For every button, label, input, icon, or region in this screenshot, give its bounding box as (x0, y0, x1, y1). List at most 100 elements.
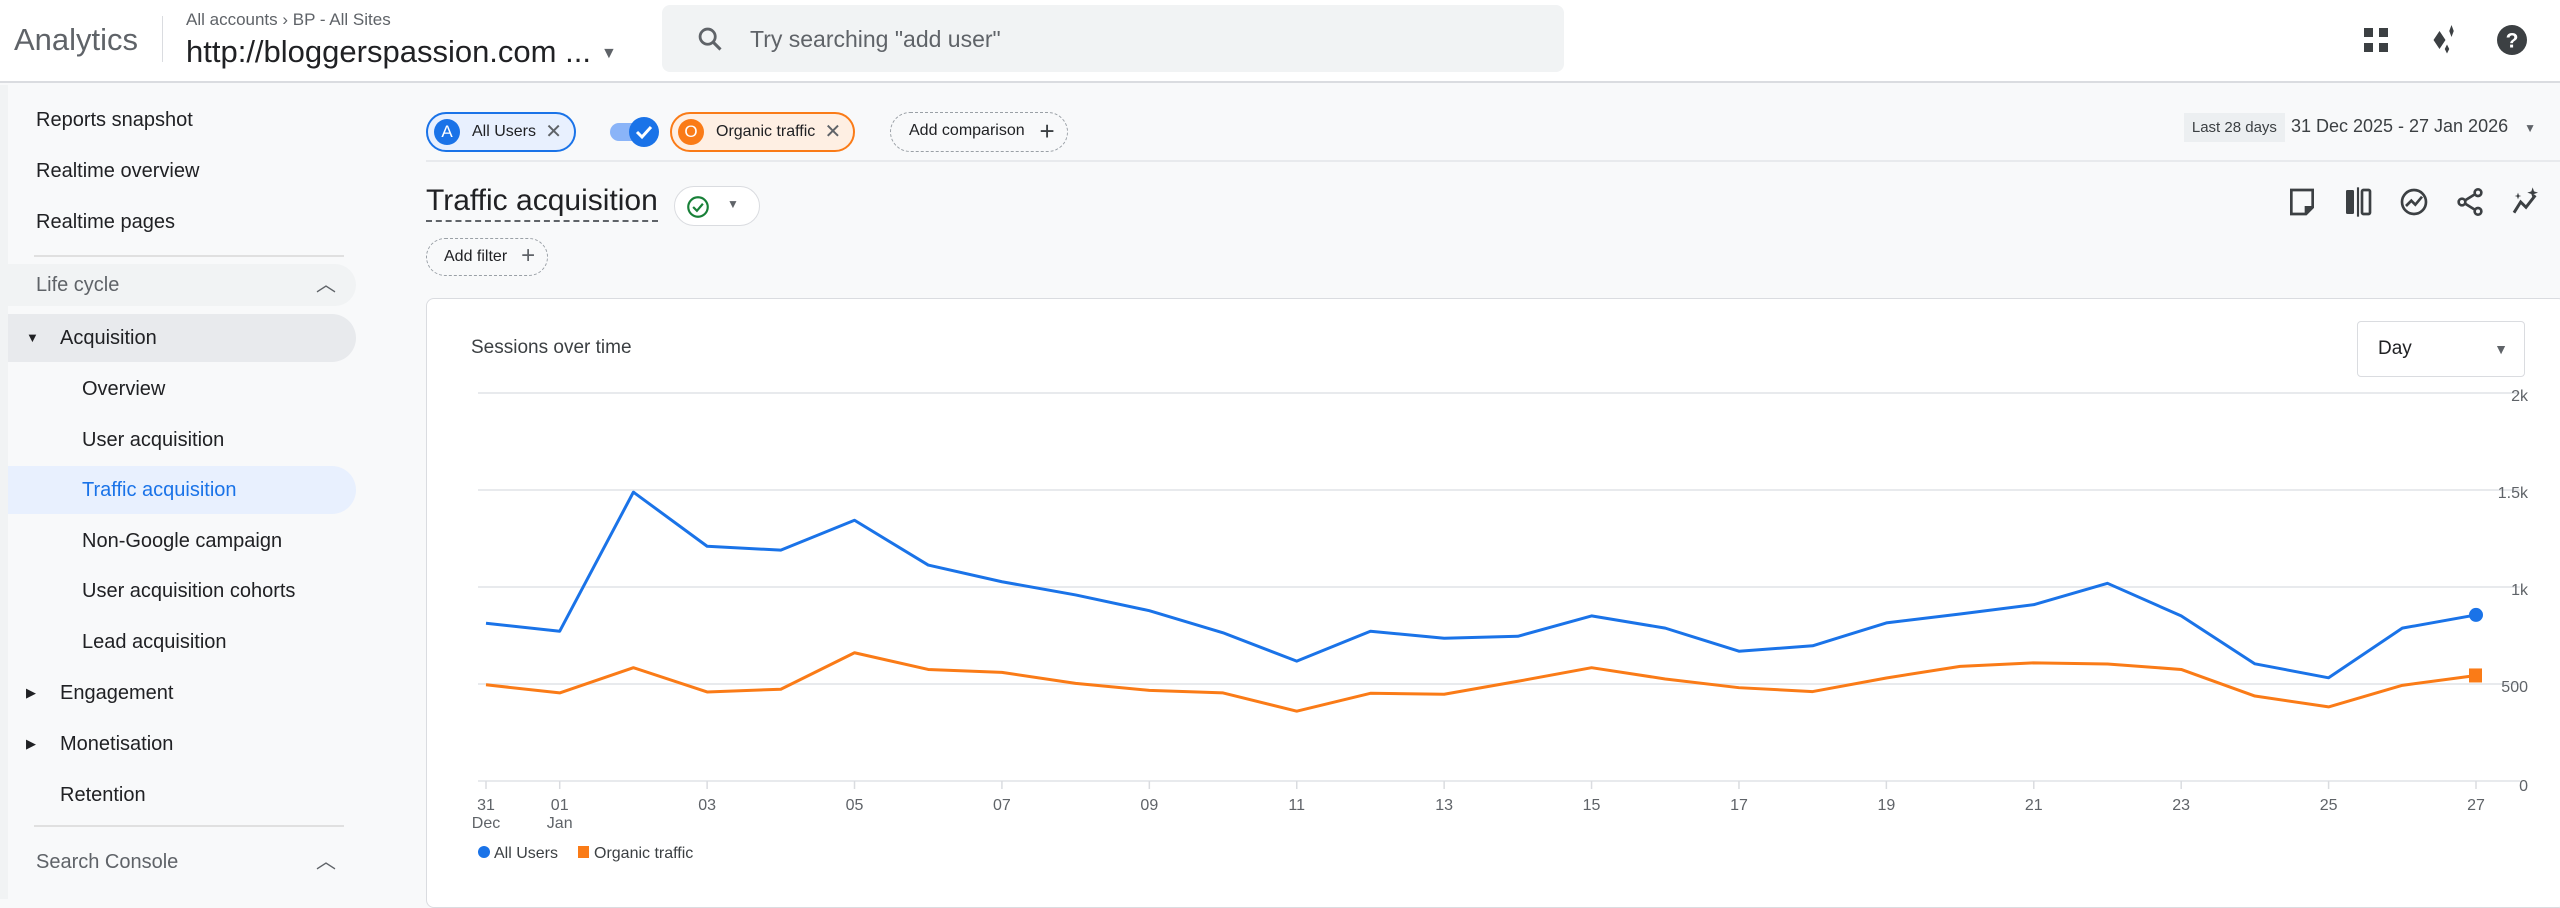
chip-label: All Users (472, 123, 537, 140)
x-tick-label: 15 (1583, 797, 1601, 814)
plus-icon: + (521, 242, 536, 269)
divider (34, 255, 344, 257)
comparison-chip-organic-traffic[interactable]: O Organic traffic ✕ (670, 112, 856, 152)
sidebar-item-reports-snapshot[interactable]: Reports snapshot (36, 109, 193, 131)
x-tick-label: 31 (477, 797, 495, 814)
report-status-button[interactable]: ▼ (674, 186, 760, 226)
property-name: http://bloggerspassion.com ... (186, 34, 591, 69)
chip-label: Organic traffic (716, 123, 816, 140)
sidebar-item-engagement[interactable]: ▶ Engagement (8, 669, 356, 717)
x-tick-label: 27 (2467, 797, 2485, 814)
section-search-console[interactable]: Search Console ︿ (8, 838, 356, 886)
help-icon[interactable]: ? (2494, 22, 2530, 58)
x-tick-sublabel: Dec (472, 815, 500, 832)
chevron-up-icon: ︿ (316, 851, 336, 873)
x-tick-label: 01 (551, 797, 569, 814)
segment-badge: O (678, 119, 704, 145)
x-tick-label: 19 (1877, 797, 1895, 814)
page-title[interactable]: Traffic acquisition (426, 184, 658, 222)
chevron-down-icon: ▼ (727, 197, 739, 211)
button-label: Add comparison (909, 122, 1025, 139)
legend-label: Organic traffic (594, 845, 693, 862)
date-preset: Last 28 days (2183, 113, 2285, 142)
section-label: Life cycle (36, 274, 120, 296)
chart-card: Sessions over time Day ▼ (426, 298, 2560, 908)
svg-text:?: ? (2506, 30, 2519, 53)
series-line-organic-traffic (485, 651, 2477, 713)
series-line-all-users (485, 490, 2477, 680)
caret-right-icon: ▶ (26, 685, 36, 700)
check-circle-icon (687, 196, 709, 218)
x-tick-sublabel: Jan (547, 815, 573, 832)
x-tick-label: 23 (2172, 797, 2190, 814)
button-label: Add filter (444, 248, 508, 265)
sidebar-item-realtime-overview[interactable]: Realtime overview (36, 160, 200, 182)
sidebar-item-monetisation[interactable]: ▶ Monetisation (8, 720, 356, 768)
comparison-chip-all-users[interactable]: A All Users ✕ (426, 112, 577, 152)
date-range-picker[interactable]: Last 28 days 31 Dec 2025 - 27 Jan 2026 ▼ (2183, 113, 2536, 142)
anomaly-icon[interactable] (2510, 186, 2542, 218)
sidebar-item-acquisition[interactable]: ▼ Acquisition (8, 314, 356, 362)
series-end-marker (2469, 668, 2482, 683)
add-filter-button[interactable]: Add filter + (426, 238, 549, 276)
app-name[interactable]: Analytics (14, 22, 139, 57)
note-icon[interactable] (2286, 186, 2318, 218)
sparkle-icon[interactable] (2426, 22, 2462, 58)
sidebar-item-realtime-pages[interactable]: Realtime pages (36, 211, 175, 233)
x-tick-label: 11 (1288, 797, 1305, 814)
legend-marker (578, 846, 589, 858)
share-icon[interactable] (2454, 186, 2486, 218)
caret-down-icon: ▼ (26, 330, 39, 345)
x-tick-label: 17 (1730, 797, 1748, 814)
sidebar-item-user-acquisition[interactable]: User acquisition (82, 429, 225, 451)
comparison-toggle[interactable] (608, 114, 660, 150)
chevron-up-icon: ︿ (316, 274, 336, 296)
sidebar-item-non-google-campaign[interactable]: Non-Google campaign (82, 530, 283, 552)
sidebar-item-retention[interactable]: Retention (60, 784, 146, 806)
segment-badge: A (434, 119, 460, 145)
y-tick-label: 2k (2511, 388, 2529, 405)
divider (34, 825, 344, 827)
chart-title: Sessions over time (471, 337, 632, 358)
apps-grid-icon[interactable] (2358, 22, 2394, 58)
item-label: Acquisition (60, 327, 157, 349)
property-selector[interactable]: http://bloggerspassion.com ... ▼ (186, 34, 617, 70)
section-label: Search Console (36, 851, 179, 873)
close-icon[interactable]: ✕ (545, 121, 563, 143)
x-tick-label: 13 (1435, 797, 1453, 814)
compare-columns-icon[interactable] (2342, 186, 2374, 218)
search-bar[interactable] (662, 5, 1564, 72)
legend-label: All Users (494, 845, 558, 862)
date-range: 31 Dec 2025 - 27 Jan 2026 (2290, 116, 2509, 136)
y-tick-label: 0 (2519, 778, 2528, 795)
sidebar-item-traffic-acquisition[interactable]: Traffic acquisition (8, 466, 356, 514)
chevron-down-icon: ▼ (600, 44, 617, 62)
close-icon[interactable]: ✕ (824, 121, 842, 143)
divider (162, 16, 163, 62)
sidebar-item-lead-acquisition[interactable]: Lead acquisition (82, 631, 227, 653)
chevron-down-icon: ▼ (2494, 341, 2508, 357)
x-tick-label: 09 (1140, 797, 1158, 814)
sidebar-item-overview[interactable]: Overview (82, 378, 166, 400)
section-life-cycle[interactable]: Life cycle ︿ (8, 264, 356, 306)
x-tick-label: 21 (2025, 797, 2043, 814)
insights-icon[interactable] (2398, 186, 2430, 218)
search-icon (698, 27, 722, 51)
x-tick-label: 25 (2320, 797, 2338, 814)
series-end-marker (2469, 607, 2483, 622)
x-tick-label: 03 (698, 797, 716, 814)
sidebar-item-user-acquisition-cohorts[interactable]: User acquisition cohorts (82, 580, 296, 602)
sidebar: Reports snapshot Realtime overview Realt… (0, 85, 358, 899)
breadcrumb[interactable]: All accounts › BP - All Sites (186, 10, 391, 29)
top-bar: Analytics All accounts › BP - All Sites … (0, 0, 2560, 83)
item-label: Engagement (60, 682, 174, 704)
search-input[interactable] (750, 21, 1450, 57)
granularity-dropdown[interactable]: Day ▼ (2357, 321, 2525, 377)
plus-icon: + (1039, 116, 1055, 146)
item-label: Monetisation (60, 733, 174, 755)
x-tick-label: 07 (993, 797, 1011, 814)
y-tick-label: 1.5k (2498, 485, 2529, 502)
add-comparison-button[interactable]: Add comparison + (890, 112, 1068, 152)
legend-marker (478, 846, 490, 858)
